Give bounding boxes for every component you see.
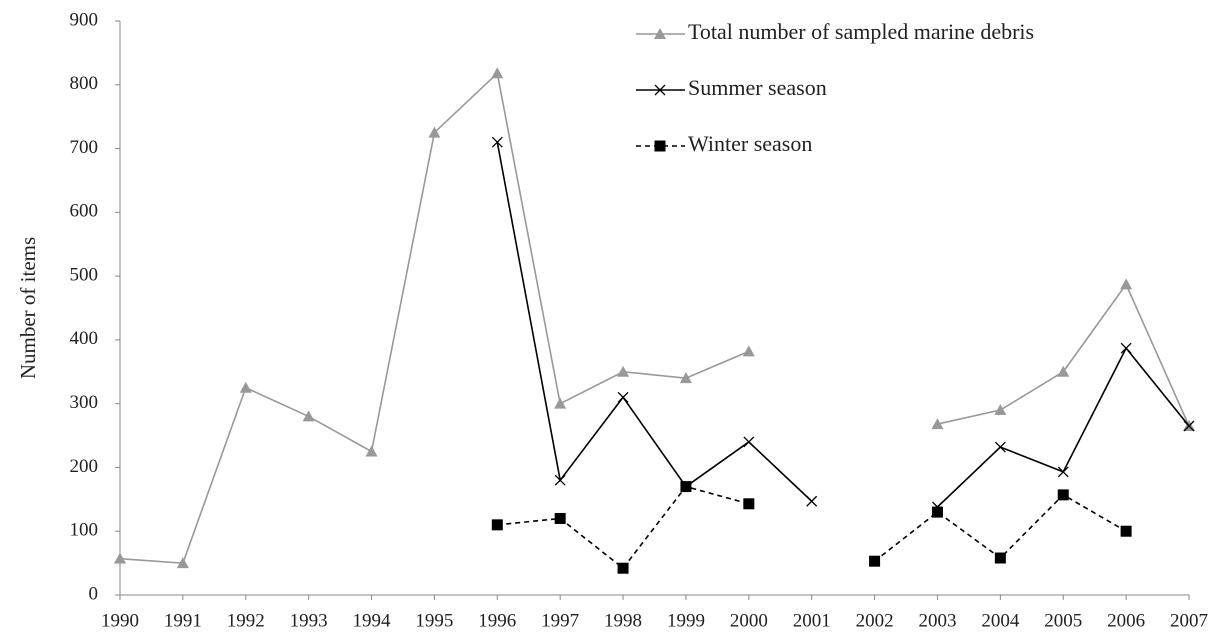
y-tick-label: 0 [89, 583, 99, 604]
marker-square [617, 562, 629, 574]
y-axis-label: Number of items [16, 237, 40, 379]
x-tick-label: 1995 [415, 610, 453, 631]
marker-triangle [365, 445, 378, 457]
marker-square [994, 552, 1006, 564]
marker-triangle [428, 126, 441, 138]
y-tick-label: 400 [70, 328, 99, 349]
legend-marker [654, 84, 666, 96]
marker-square [680, 481, 692, 493]
x-tick-label: 1990 [101, 610, 139, 631]
x-tick-label: 2005 [1044, 610, 1082, 631]
y-tick-label: 900 [70, 9, 99, 30]
marker-x [554, 474, 566, 486]
marker-square [1120, 525, 1132, 537]
marker-square [554, 512, 566, 524]
x-tick-label: 1998 [604, 610, 642, 631]
marker-x [1120, 342, 1132, 354]
x-tick-label: 1992 [227, 610, 265, 631]
marker-triangle [302, 410, 315, 422]
x-tick-label: 2000 [730, 610, 768, 631]
series-line [497, 485, 1127, 570]
y-tick-label: 700 [70, 137, 99, 158]
marker-square [743, 498, 755, 510]
marker-square [491, 519, 503, 531]
marker-x [617, 391, 629, 403]
x-tick-label: 1996 [478, 610, 516, 631]
marker-triangle [742, 345, 755, 357]
legend-label: Total number of sampled marine debris [688, 19, 1034, 44]
legend-marker [654, 140, 666, 152]
x-tick-label: 2004 [981, 610, 1020, 631]
y-tick-label: 200 [70, 456, 99, 477]
legend-label: Summer season [688, 75, 827, 100]
marker-x [994, 441, 1006, 453]
marker-triangle [239, 381, 252, 393]
x-tick-label: 1993 [290, 610, 328, 631]
x-tick-label: 1997 [541, 610, 579, 631]
x-tick-label: 2006 [1107, 610, 1145, 631]
legend-marker [654, 28, 666, 39]
marker-x [1183, 420, 1195, 432]
marker-triangle [617, 365, 630, 377]
marker-triangle [931, 418, 944, 430]
y-tick-label: 300 [70, 392, 99, 413]
x-tick-label: 2001 [793, 610, 831, 631]
marker-triangle [1057, 365, 1070, 377]
y-tick-label: 800 [70, 73, 99, 94]
marker-x [743, 436, 755, 448]
marker-triangle [994, 404, 1007, 416]
y-tick-label: 500 [70, 264, 99, 285]
x-tick-label: 2003 [918, 610, 956, 631]
marker-triangle [114, 552, 126, 564]
marker-x [1057, 466, 1069, 478]
marker-square [1057, 489, 1069, 501]
marker-square [869, 555, 881, 567]
y-tick-label: 600 [70, 201, 99, 222]
legend-label: Winter season [688, 131, 812, 156]
series-line [496, 142, 1190, 508]
x-tick-label: 1991 [164, 610, 202, 631]
x-tick-label: 1999 [667, 610, 705, 631]
x-tick-label: 2007 [1170, 610, 1208, 631]
marker-x [806, 495, 818, 507]
x-tick-label: 1994 [353, 610, 392, 631]
marker-triangle [679, 372, 692, 384]
marker-triangle [491, 67, 504, 79]
marker-x [491, 136, 503, 148]
marker-triangle [176, 557, 189, 569]
marker-square [931, 506, 943, 518]
marker-triangle [554, 397, 567, 409]
y-tick-label: 100 [70, 520, 99, 541]
marker-triangle [1120, 278, 1133, 290]
x-tick-label: 2002 [856, 610, 894, 631]
